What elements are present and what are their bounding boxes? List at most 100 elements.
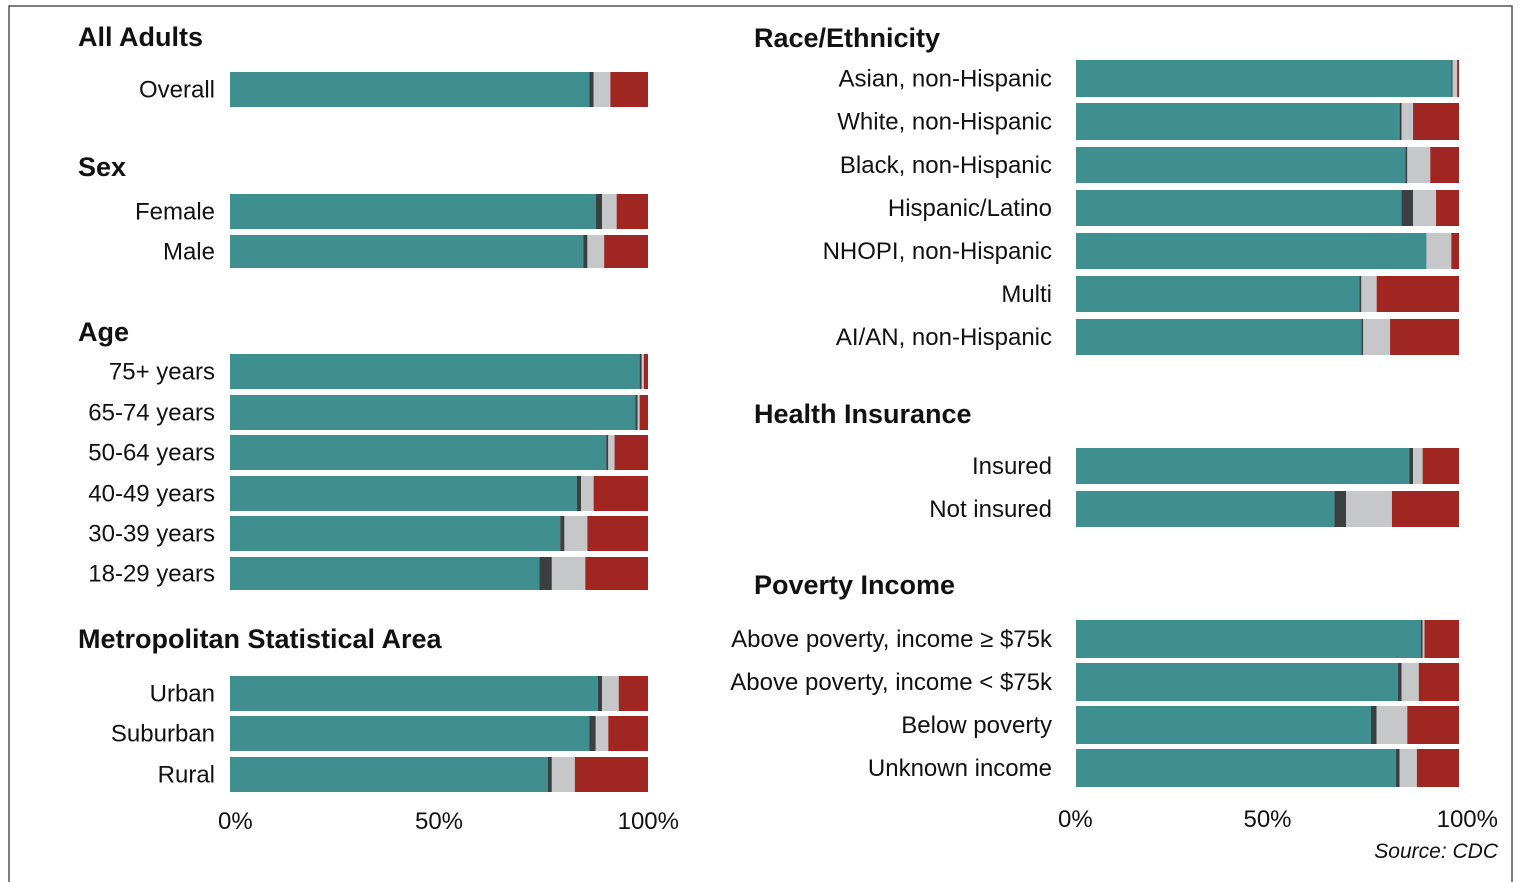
group-title: Poverty Income	[754, 570, 955, 600]
bar-segment-2	[1401, 190, 1414, 226]
category-label: Suburban	[111, 721, 215, 748]
category-label: Female	[135, 199, 215, 226]
x-tick-label: 100%	[618, 808, 679, 835]
bar-segment-4	[1416, 749, 1459, 787]
bar-segment-1	[1076, 448, 1410, 484]
bar-segment-4	[585, 557, 648, 590]
group-title: Age	[78, 317, 129, 347]
bar-segment-1	[230, 194, 596, 229]
group-title: All Adults	[78, 22, 203, 52]
bar-segment-3	[551, 557, 586, 590]
bar-segment-4	[1457, 60, 1460, 97]
bar-segment-1	[230, 716, 590, 751]
category-label: Unknown income	[868, 755, 1052, 782]
category-label: 50-64 years	[88, 440, 215, 467]
category-label: Above poverty, income < $75k	[730, 669, 1053, 696]
chart-marks: All Adults Overall Sex Female Male Age 75+ yea…	[78, 22, 1498, 835]
bar-segment-1	[1076, 147, 1406, 183]
category-label: 75+ years	[109, 359, 215, 386]
category-label: Overall	[139, 77, 215, 104]
bar-segment-1	[1076, 663, 1398, 701]
bar-segment-3	[1363, 319, 1391, 355]
bar-segment-1	[1076, 749, 1396, 787]
bar-segment-4	[593, 476, 648, 511]
bar-segment-1	[1076, 103, 1400, 140]
bar-segment-2	[560, 516, 565, 551]
bar-segment-1	[1076, 276, 1360, 312]
bar-segment-2	[589, 72, 594, 107]
category-label: AI/AN, non-Hispanic	[836, 324, 1052, 351]
bar-segment-4	[608, 716, 648, 751]
bar-segment-3	[1413, 190, 1437, 226]
bar-segment-2	[539, 557, 552, 590]
bar-segment-4	[1407, 706, 1459, 744]
category-label: Black, non-Hispanic	[840, 152, 1052, 179]
bar-segment-2	[1399, 103, 1402, 140]
bar-segment-3	[608, 435, 615, 470]
bar-segment-3	[1401, 663, 1419, 701]
bar-segment-2	[1334, 491, 1347, 527]
bar-segment-4	[618, 676, 648, 711]
bar-segment-2	[1359, 276, 1362, 312]
bar-segment-2	[606, 435, 609, 470]
category-label: Asian, non-Hispanic	[839, 66, 1052, 93]
bar-segment-2	[589, 716, 596, 751]
bar-segment-4	[614, 435, 648, 470]
bar-segment-4	[616, 194, 648, 229]
bar-segment-3	[1422, 620, 1425, 658]
bar-segment-3	[1361, 276, 1377, 312]
bar-segment-1	[230, 354, 640, 389]
bar-segment-3	[581, 476, 594, 511]
category-label: Male	[163, 239, 215, 266]
bar-segment-2	[595, 194, 603, 229]
bar-segment-2	[1395, 749, 1400, 787]
x-tick-label: 100%	[1437, 806, 1498, 833]
bar-segment-1	[230, 395, 636, 430]
bar-segment-4	[1376, 276, 1459, 312]
bar-segment-1	[230, 72, 590, 107]
bar-segment-2	[1361, 319, 1364, 355]
bar-segment-4	[643, 354, 648, 389]
bar-segment-2	[597, 676, 603, 711]
category-label: 40-49 years	[88, 481, 215, 508]
bar-segment-3	[1346, 491, 1392, 527]
category-label: Not insured	[929, 496, 1052, 523]
bar-segment-4	[1418, 663, 1459, 701]
bar-segment-2	[576, 476, 582, 511]
bar-segment-2	[1451, 60, 1453, 97]
bar-segment-2	[639, 354, 642, 389]
bar-segment-3	[1376, 706, 1408, 744]
category-label: Multi	[1001, 281, 1052, 308]
bar-segment-4	[639, 395, 648, 430]
x-tick-label: 0%	[218, 808, 253, 835]
bar-segment-3	[1426, 233, 1452, 269]
bar-segment-4	[610, 72, 648, 107]
category-label: 30-39 years	[88, 521, 215, 548]
bar-segment-2	[1409, 448, 1414, 484]
x-tick-label: 50%	[415, 808, 463, 835]
bar-segment-3	[1413, 448, 1423, 484]
bar-segment-2	[583, 235, 588, 268]
bar-segment-1	[230, 435, 607, 470]
bar-segment-1	[1076, 706, 1371, 744]
bar-segment-1	[230, 476, 577, 511]
bar-segment-1	[230, 557, 540, 590]
bar-segment-3	[602, 194, 617, 229]
bar-segment-3	[587, 235, 605, 268]
bar-segment-3	[1407, 147, 1431, 183]
category-label: White, non-Hispanic	[837, 109, 1052, 136]
bar-segment-4	[1390, 319, 1459, 355]
bar-segment-1	[1076, 491, 1335, 527]
x-tick-label: 50%	[1243, 806, 1291, 833]
x-tick-label: 0%	[1058, 806, 1093, 833]
group-title: Sex	[78, 152, 126, 182]
bar-segment-1	[1076, 60, 1452, 97]
bar-segment-4	[1422, 448, 1459, 484]
category-label: Urban	[150, 681, 215, 708]
category-label: 18-29 years	[88, 561, 215, 588]
category-label: Rural	[158, 762, 215, 789]
bar-segment-3	[641, 354, 644, 389]
category-label: Insured	[972, 453, 1052, 480]
